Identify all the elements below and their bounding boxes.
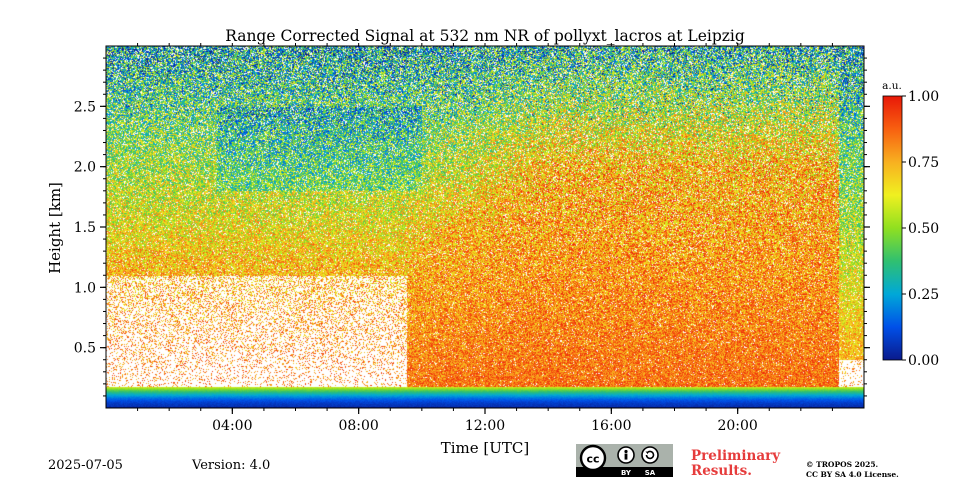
y-tick-label: 2.5: [74, 99, 96, 115]
y-tick-label: 0.5: [74, 341, 96, 357]
preliminary-line-1: Preliminary: [691, 448, 781, 464]
colorbar-tick-label: 0.75: [908, 155, 939, 171]
cc-text: cc: [586, 453, 599, 466]
x-tick-label: 08:00: [338, 418, 378, 434]
heatmap: [106, 46, 864, 408]
y-tick-label: 1.5: [74, 220, 96, 236]
x-tick-label: 12:00: [465, 418, 505, 434]
x-axis-label: Time [UTC]: [441, 439, 530, 457]
colorbar-tick-label: 1.00: [908, 89, 939, 105]
colorbar-tick-label: 0.50: [908, 221, 939, 237]
y-tick-label: 2.0: [74, 160, 96, 176]
x-tick-label: 16:00: [591, 418, 631, 434]
preliminary-results-note: Preliminary Results.: [691, 449, 780, 479]
share-alike-icon: [641, 446, 659, 464]
colorbar: [882, 95, 903, 361]
by-text: BY: [621, 469, 632, 477]
colorbar-ticks: 0.00 0.25 0.50 0.75 1.00: [902, 89, 939, 369]
colorbar-unit-label: a.u.: [882, 80, 902, 92]
copyright-line-2: CC BY SA 4.0 License.: [806, 470, 899, 479]
cc-by-sa-badge: cc BY SA: [576, 444, 673, 477]
x-tick-label: 04:00: [212, 418, 252, 434]
y-tick-label: 1.0: [74, 280, 96, 296]
cc-icon: [579, 444, 607, 472]
y-axis-label: Height [km]: [46, 182, 64, 274]
colorbar-tick-label: 0.25: [908, 287, 939, 303]
copyright-line-1: © TROPOS 2025.: [806, 460, 879, 469]
version-label: Version: 4.0: [192, 458, 271, 473]
preliminary-line-2: Results.: [691, 463, 752, 479]
colorbar-tick-label: 0.00: [908, 353, 939, 369]
measurement-date: 2025-07-05: [48, 458, 123, 473]
x-tick-label: 20:00: [717, 418, 757, 434]
x-axis: 04:00 08:00 12:00 16:00 20:00: [137, 43, 833, 434]
signal-heatmap-image: [106, 46, 864, 408]
copyright-notice: © TROPOS 2025. CC BY SA 4.0 License.: [806, 460, 899, 480]
sa-text: SA: [645, 469, 656, 477]
y-axis: 0.5 1.0 1.5 2.0 2.5: [74, 57, 870, 397]
chart-title: Range Corrected Signal at 532 nm NR of p…: [225, 27, 745, 45]
